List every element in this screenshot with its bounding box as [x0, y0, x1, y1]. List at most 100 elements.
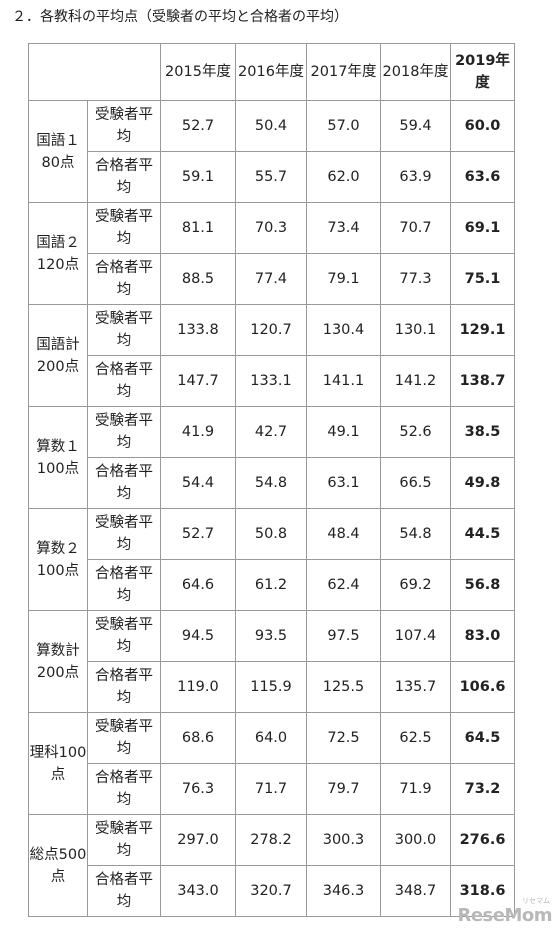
score-cell: 300.3 — [306, 814, 381, 866]
score-cell: 57.0 — [306, 100, 381, 152]
average-type-cell: 合格者平均 — [87, 355, 161, 407]
score-cell: 147.7 — [160, 355, 236, 407]
score-cell: 88.5 — [160, 253, 236, 305]
score-cell: 59.1 — [160, 151, 236, 203]
score-cell: 107.4 — [380, 610, 451, 662]
table-row: 合格者平均 76.3 71.7 79.7 71.9 73.2 — [29, 763, 515, 815]
header-corner-cell — [28, 43, 161, 101]
score-cell: 49.1 — [306, 406, 381, 458]
average-type-cell: 合格者平均 — [87, 457, 161, 509]
table-row: 合格者平均 147.7 133.1 141.1 141.2 138.7 — [29, 355, 515, 407]
score-table: 2015年度 2016年度 2017年度 2018年度 2019年度 国語１80… — [28, 43, 515, 917]
average-type-cell: 受験者平均 — [87, 610, 161, 662]
table-row: 国語２120点 受験者平均 81.1 70.3 73.4 70.7 69.1 — [28, 202, 515, 305]
table-row: 合格者平均 64.6 61.2 62.4 69.2 56.8 — [29, 559, 515, 611]
score-cell: 62.4 — [306, 559, 381, 611]
score-cell: 130.4 — [306, 304, 381, 356]
score-cell: 79.1 — [306, 253, 381, 305]
score-cell: 64.6 — [160, 559, 236, 611]
header-row: 2015年度 2016年度 2017年度 2018年度 2019年度 — [28, 43, 515, 101]
score-cell: 73.2 — [450, 763, 515, 815]
score-cell: 133.8 — [160, 304, 236, 356]
score-cell: 278.2 — [235, 814, 307, 866]
average-type-cell: 合格者平均 — [87, 661, 161, 713]
logo-brand-text: ReseMom — [457, 905, 552, 926]
subject-cell: 理科100点 — [28, 712, 88, 815]
logo-small-text: リセマム — [522, 897, 550, 905]
subject-cell: 算数計200点 — [28, 610, 88, 713]
score-cell: 125.5 — [306, 661, 381, 713]
subject-cell: 算数２100点 — [28, 508, 88, 611]
table-row: 国語１80点 受験者平均 52.7 50.4 57.0 59.4 60.0 — [28, 100, 515, 203]
average-type-cell: 受験者平均 — [87, 814, 161, 866]
score-cell: 320.7 — [235, 865, 307, 917]
score-cell: 69.2 — [380, 559, 451, 611]
score-cell: 72.5 — [306, 712, 381, 764]
score-cell: 318.6 — [450, 865, 515, 917]
score-cell: 42.7 — [235, 406, 307, 458]
score-cell: 59.4 — [380, 100, 451, 152]
score-cell: 49.8 — [450, 457, 515, 509]
score-cell: 300.0 — [380, 814, 451, 866]
score-cell: 141.2 — [380, 355, 451, 407]
average-type-cell: 受験者平均 — [87, 202, 161, 254]
year-header: 2016年度 — [235, 43, 307, 101]
score-cell: 63.6 — [450, 151, 515, 203]
average-type-cell: 受験者平均 — [87, 304, 161, 356]
subject-cell: 国語計200点 — [28, 304, 88, 407]
score-cell: 79.7 — [306, 763, 381, 815]
average-type-cell: 合格者平均 — [87, 559, 161, 611]
score-cell: 348.7 — [380, 865, 451, 917]
score-cell: 54.8 — [235, 457, 307, 509]
table-row: 算数１100点 受験者平均 41.9 42.7 49.1 52.6 38.5 — [28, 406, 515, 509]
score-cell: 63.1 — [306, 457, 381, 509]
average-type-cell: 合格者平均 — [87, 253, 161, 305]
score-cell: 50.8 — [235, 508, 307, 560]
score-cell: 54.4 — [160, 457, 236, 509]
average-type-cell: 合格者平均 — [87, 763, 161, 815]
subject-cell: 国語１80点 — [28, 100, 88, 203]
average-type-cell: 受験者平均 — [87, 712, 161, 764]
score-cell: 71.9 — [380, 763, 451, 815]
score-cell: 64.5 — [450, 712, 515, 764]
table-row: 合格者平均 59.1 55.7 62.0 63.9 63.6 — [29, 151, 515, 203]
table-row: 合格者平均 88.5 77.4 79.1 77.3 75.1 — [29, 253, 515, 305]
subject-cell: 国語２120点 — [28, 202, 88, 305]
score-cell: 94.5 — [160, 610, 236, 662]
score-cell: 135.7 — [380, 661, 451, 713]
score-cell: 62.5 — [380, 712, 451, 764]
score-cell: 77.3 — [380, 253, 451, 305]
subject-cell: 総点500点 — [28, 814, 88, 917]
score-cell: 75.1 — [450, 253, 515, 305]
score-cell: 54.8 — [380, 508, 451, 560]
score-cell: 52.7 — [160, 508, 236, 560]
average-type-cell: 受験者平均 — [87, 406, 161, 458]
score-cell: 66.5 — [380, 457, 451, 509]
score-cell: 81.1 — [160, 202, 236, 254]
average-type-cell: 合格者平均 — [87, 151, 161, 203]
table-row: 合格者平均 119.0 115.9 125.5 135.7 106.6 — [29, 661, 515, 713]
score-cell: 64.0 — [235, 712, 307, 764]
score-cell: 60.0 — [450, 100, 515, 152]
score-cell: 106.6 — [450, 661, 515, 713]
score-cell: 44.5 — [450, 508, 515, 560]
score-cell: 71.7 — [235, 763, 307, 815]
table-row: 国語計200点 受験者平均 133.8 120.7 130.4 130.1 129.1 — [28, 304, 515, 407]
score-cell: 130.1 — [380, 304, 451, 356]
score-cell: 52.6 — [380, 406, 451, 458]
score-cell: 73.4 — [306, 202, 381, 254]
table-row: 算数計200点 受験者平均 94.5 93.5 97.5 107.4 83.0 — [28, 610, 515, 713]
score-cell: 141.1 — [306, 355, 381, 407]
score-cell: 276.6 — [450, 814, 515, 866]
score-cell: 76.3 — [160, 763, 236, 815]
score-cell: 62.0 — [306, 151, 381, 203]
score-cell: 138.7 — [450, 355, 515, 407]
table-row: 理科100点 受験者平均 68.6 64.0 72.5 62.5 64.5 — [28, 712, 515, 815]
score-cell: 50.4 — [235, 100, 307, 152]
score-cell: 55.7 — [235, 151, 307, 203]
year-header: 2017年度 — [306, 43, 381, 101]
score-cell: 97.5 — [306, 610, 381, 662]
table-row: 総点500点 受験者平均 297.0 278.2 300.3 300.0 276.6 — [28, 814, 515, 917]
resemom-logo: リセマム ReseMom — [457, 897, 552, 926]
score-cell: 83.0 — [450, 610, 515, 662]
